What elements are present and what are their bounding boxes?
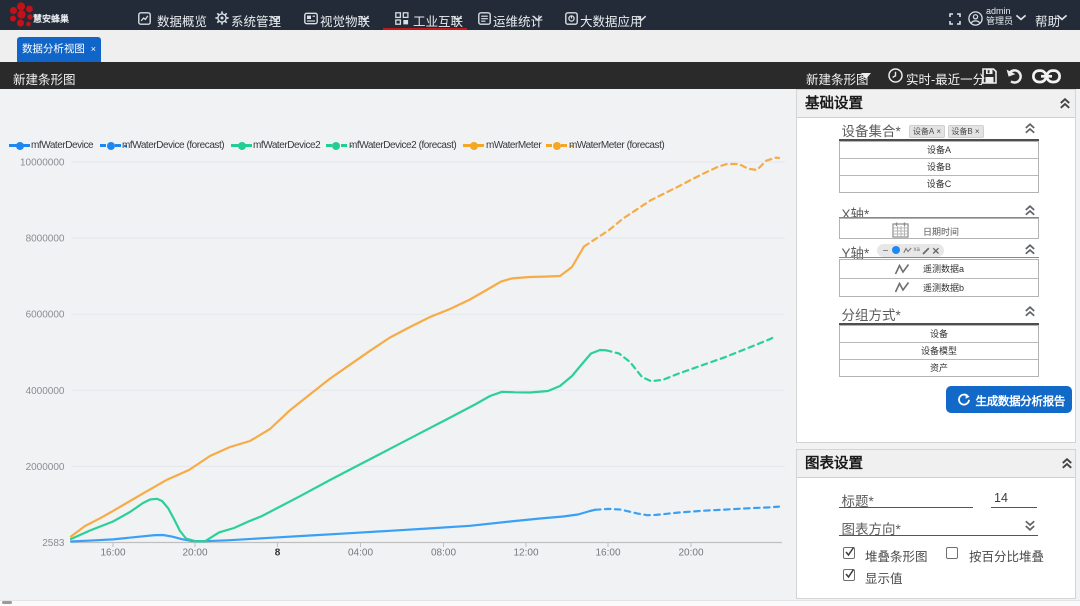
svg-text:2583: 2583 — [42, 538, 65, 549]
svg-text:16:00: 16:00 — [100, 548, 125, 559]
svg-text:8: 8 — [275, 548, 281, 559]
svg-text:16:00: 16:00 — [595, 548, 620, 559]
svg-text:2000000: 2000000 — [26, 462, 65, 473]
svg-text:04:00: 04:00 — [348, 548, 373, 559]
svg-text:12:00: 12:00 — [513, 548, 538, 559]
svg-text:20:00: 20:00 — [182, 548, 207, 559]
svg-text:4000000: 4000000 — [26, 386, 65, 397]
svg-text:20:00: 20:00 — [678, 548, 703, 559]
svg-text:6000000: 6000000 — [26, 310, 65, 321]
svg-text:10000000: 10000000 — [20, 158, 65, 169]
svg-text:8000000: 8000000 — [26, 234, 65, 245]
svg-text:08:00: 08:00 — [431, 548, 456, 559]
